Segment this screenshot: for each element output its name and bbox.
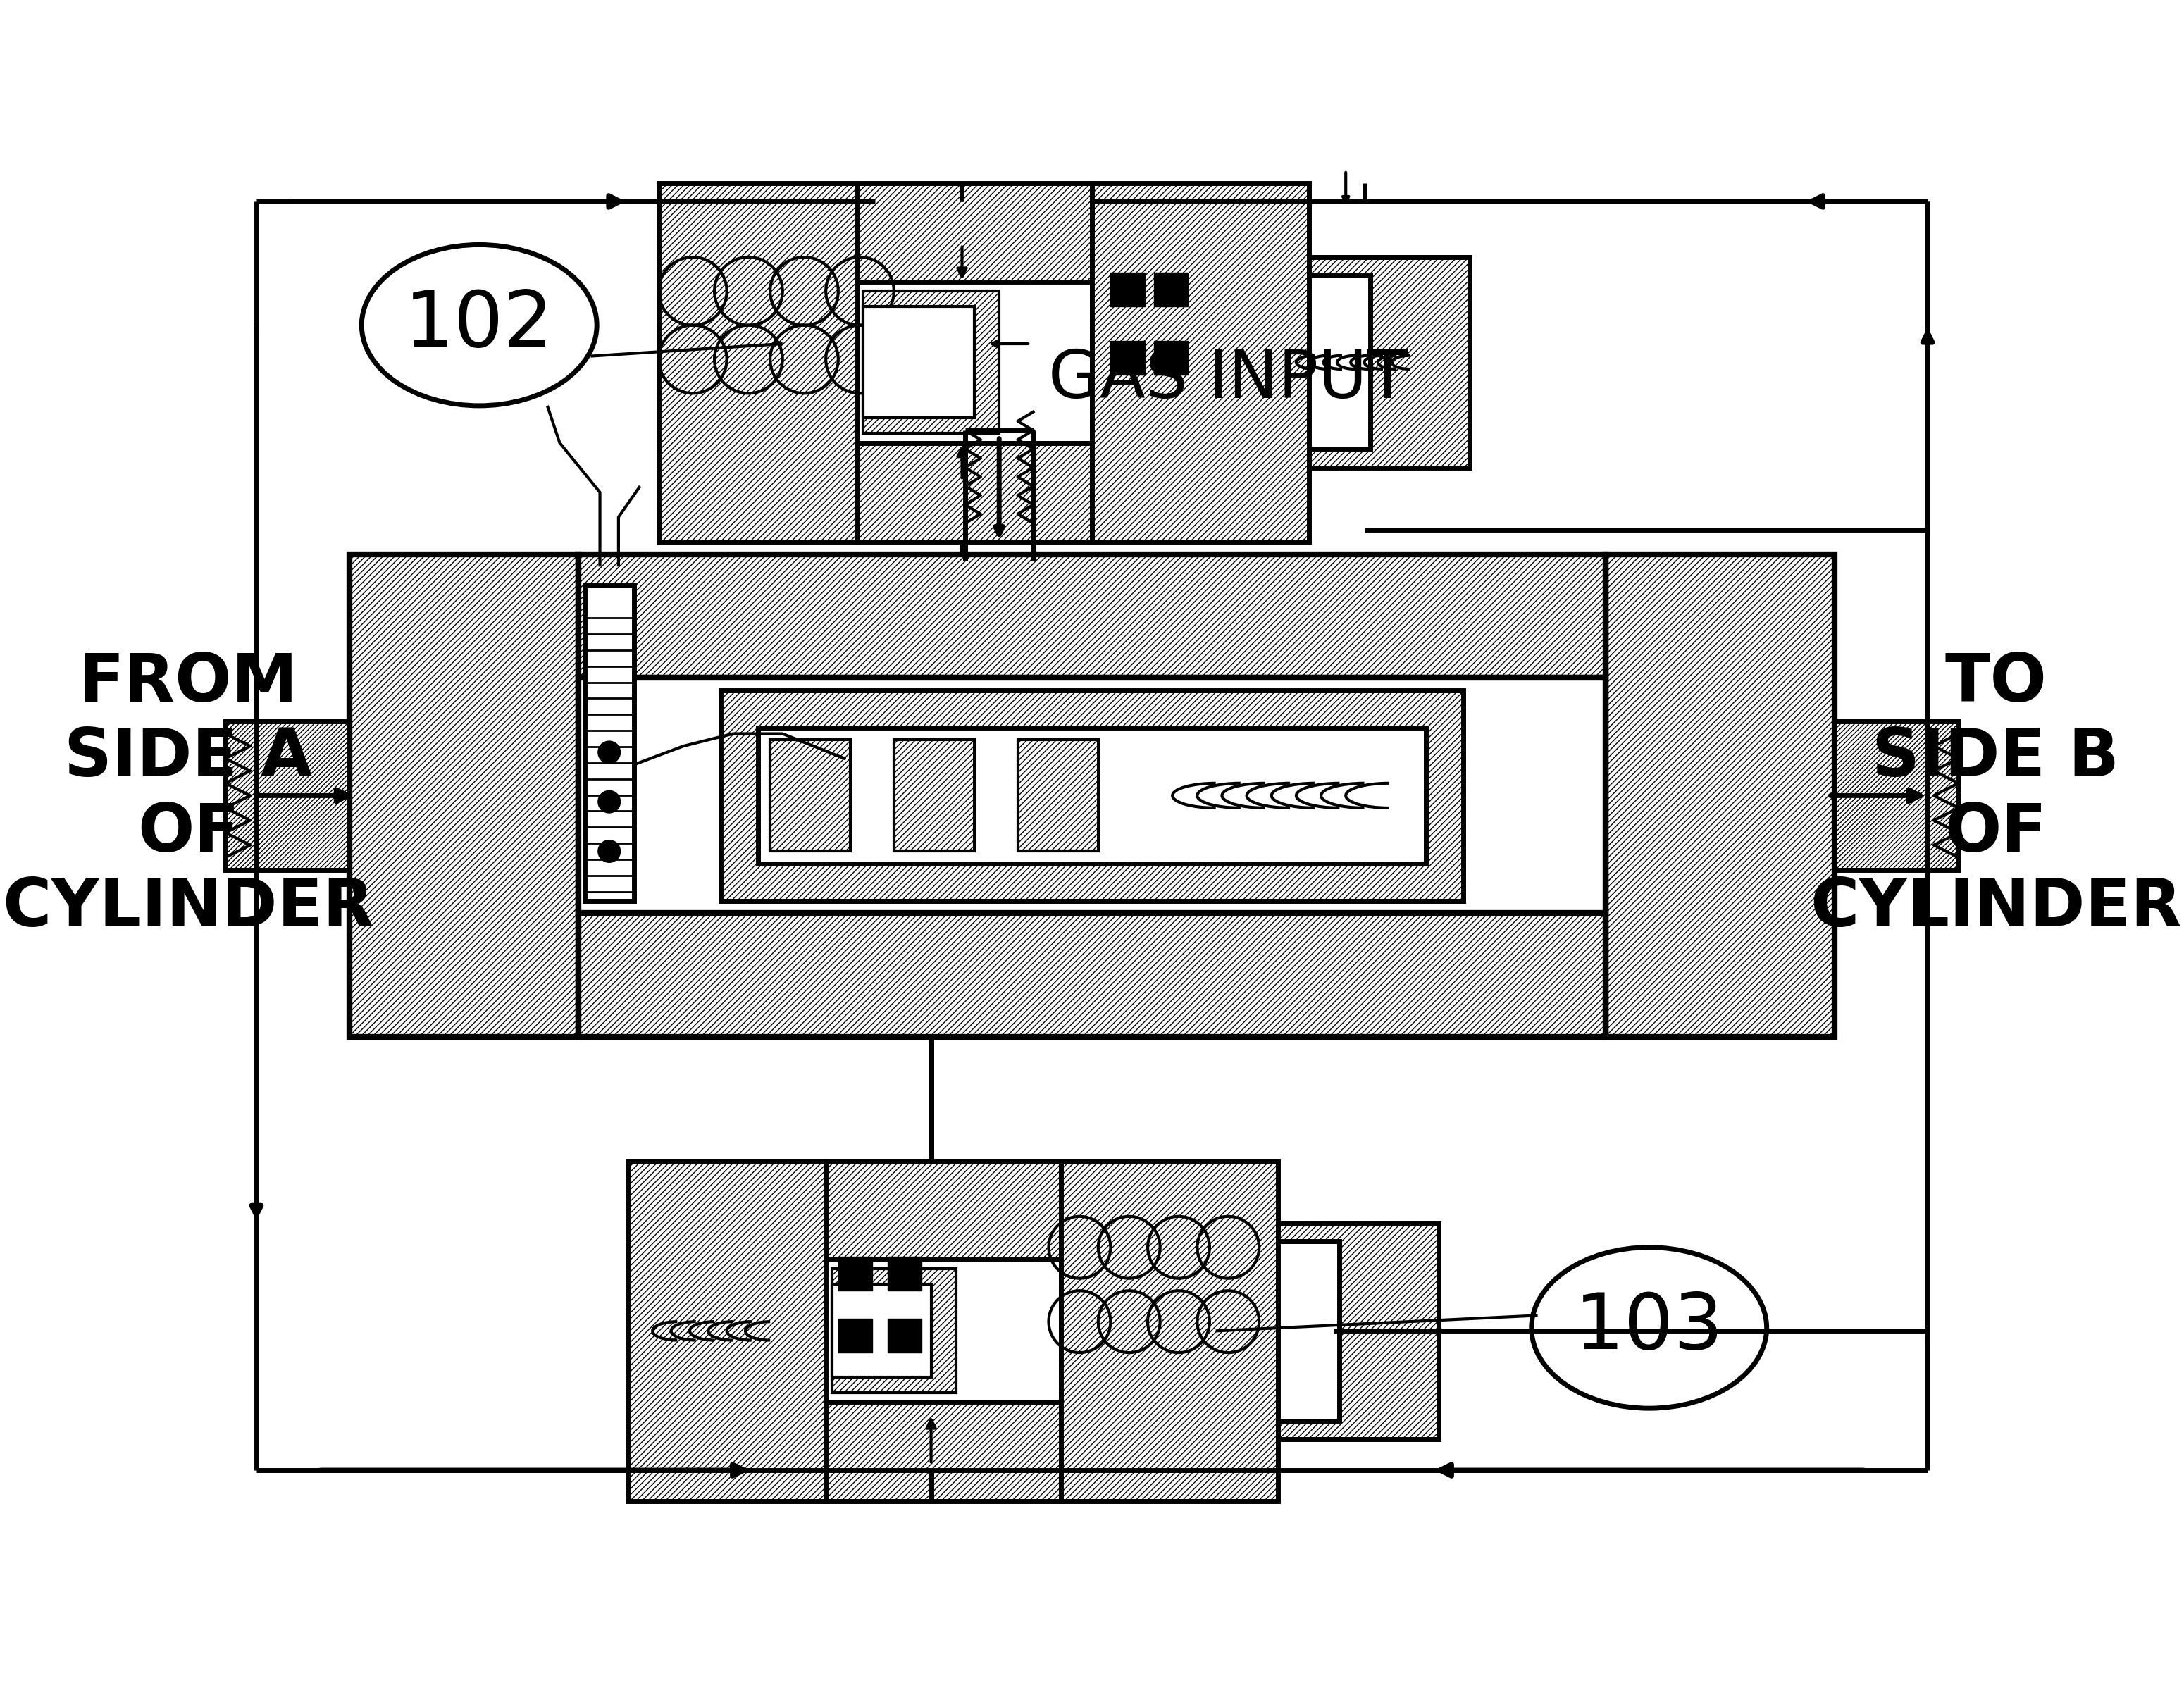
Bar (893, 740, 974, 852)
Bar (887, 1319, 922, 1353)
Bar (721, 691, 1463, 901)
Bar (1112, 341, 1144, 375)
Bar (863, 307, 974, 417)
Bar (826, 1259, 1061, 1402)
Bar (627, 1161, 826, 1502)
Circle shape (598, 742, 620, 764)
Bar (832, 1285, 930, 1378)
Bar (1153, 273, 1188, 307)
Bar (579, 679, 1605, 913)
Bar (1018, 740, 1099, 852)
Bar (225, 721, 349, 871)
Bar (1308, 275, 1372, 450)
Bar (856, 282, 1092, 443)
Bar (660, 183, 856, 541)
Bar (832, 1269, 957, 1393)
Bar (1092, 183, 1308, 541)
Bar (839, 1319, 871, 1353)
Circle shape (598, 840, 620, 862)
Bar (826, 1161, 1061, 1259)
Text: 102: 102 (404, 287, 555, 363)
Bar (579, 913, 1605, 1037)
Bar (1061, 1161, 1278, 1502)
Text: FROM
SIDE A
OF
CYLINDER: FROM SIDE A OF CYLINDER (2, 650, 373, 940)
Text: GAS INPUT: GAS INPUT (1048, 348, 1409, 412)
Bar (771, 740, 850, 852)
Bar (758, 728, 1426, 864)
Bar (1112, 273, 1144, 307)
Text: TO
SIDE B
OF
CYLINDER: TO SIDE B OF CYLINDER (1811, 650, 2182, 940)
Bar (887, 1257, 922, 1291)
Bar (585, 585, 633, 901)
Bar (1278, 1222, 1439, 1439)
Bar (839, 1257, 871, 1291)
Bar (1278, 1241, 1339, 1420)
Bar (1308, 258, 1470, 468)
Circle shape (598, 791, 620, 813)
Text: 103: 103 (1575, 1290, 1723, 1366)
Bar (863, 292, 998, 433)
Bar (1153, 341, 1188, 375)
Bar (579, 555, 1605, 679)
Bar (1605, 555, 1835, 1037)
Bar (1835, 721, 1959, 871)
Bar (826, 1402, 1061, 1502)
Bar (349, 555, 579, 1037)
Bar (856, 443, 1092, 541)
Bar (856, 183, 1092, 282)
